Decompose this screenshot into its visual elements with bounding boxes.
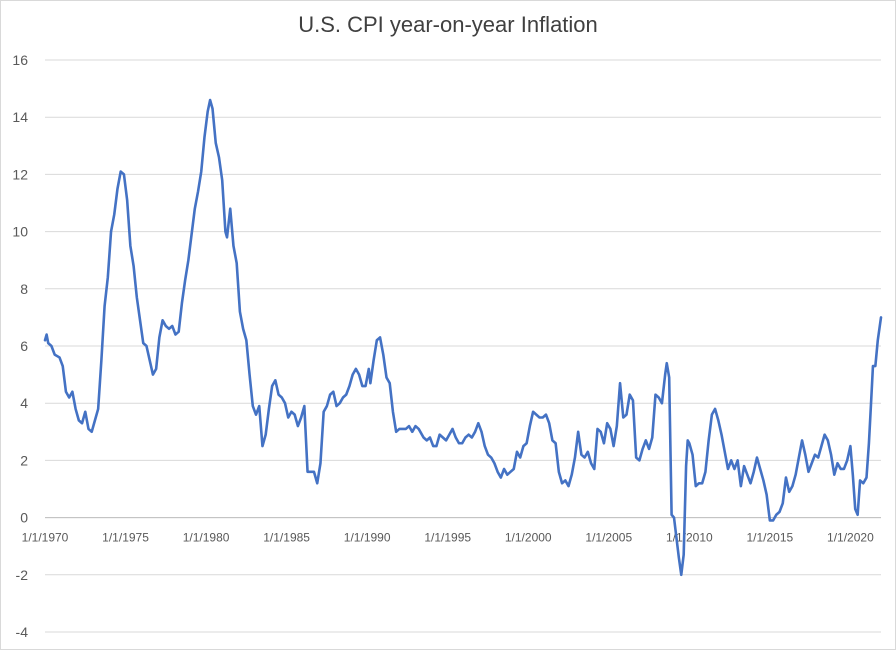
series-group — [43, 98, 883, 577]
y-tick-label: 8 — [20, 281, 28, 297]
x-tick-label: 1/1/1990 — [344, 531, 391, 545]
x-axis-labels: 1/1/1970 1/1/1975 1/1/1980 1/1/1985 1/1/1990… — [22, 531, 874, 545]
y-tick-label: 6 — [20, 338, 28, 354]
x-tick-label: 1/1/2005 — [585, 531, 632, 545]
y-tick-label: 10 — [12, 224, 28, 240]
y-tick-label: 4 — [20, 395, 28, 411]
x-tick-label: 1/1/2010 — [666, 531, 713, 545]
y-tick-label: -4 — [16, 624, 29, 640]
x-tick-label: 1/1/1970 — [22, 531, 69, 545]
x-tick-label: 1/1/2000 — [505, 531, 552, 545]
chart-title: U.S. CPI year-on-year Inflation — [298, 12, 598, 37]
y-tick-label: 0 — [20, 510, 28, 526]
y-tick-label: 14 — [12, 109, 28, 125]
x-tick-label: 1/1/1985 — [263, 531, 310, 545]
x-tick-label: 1/1/1980 — [183, 531, 230, 545]
x-tick-label: 1/1/2015 — [746, 531, 793, 545]
gridlines — [45, 59, 881, 633]
x-tick-label: 1/1/1975 — [102, 531, 149, 545]
y-tick-label: 16 — [12, 52, 28, 68]
series-line — [43, 98, 883, 577]
y-tick-label: 12 — [12, 166, 28, 182]
y-tick-label: 2 — [20, 452, 28, 468]
y-tick-label: -2 — [16, 567, 29, 583]
x-tick-label: 1/1/1995 — [424, 531, 471, 545]
y-axis-labels: -4 -2 0 2 4 6 8 10 12 14 16 — [12, 52, 28, 640]
x-tick-label: 1/1/2020 — [827, 531, 874, 545]
